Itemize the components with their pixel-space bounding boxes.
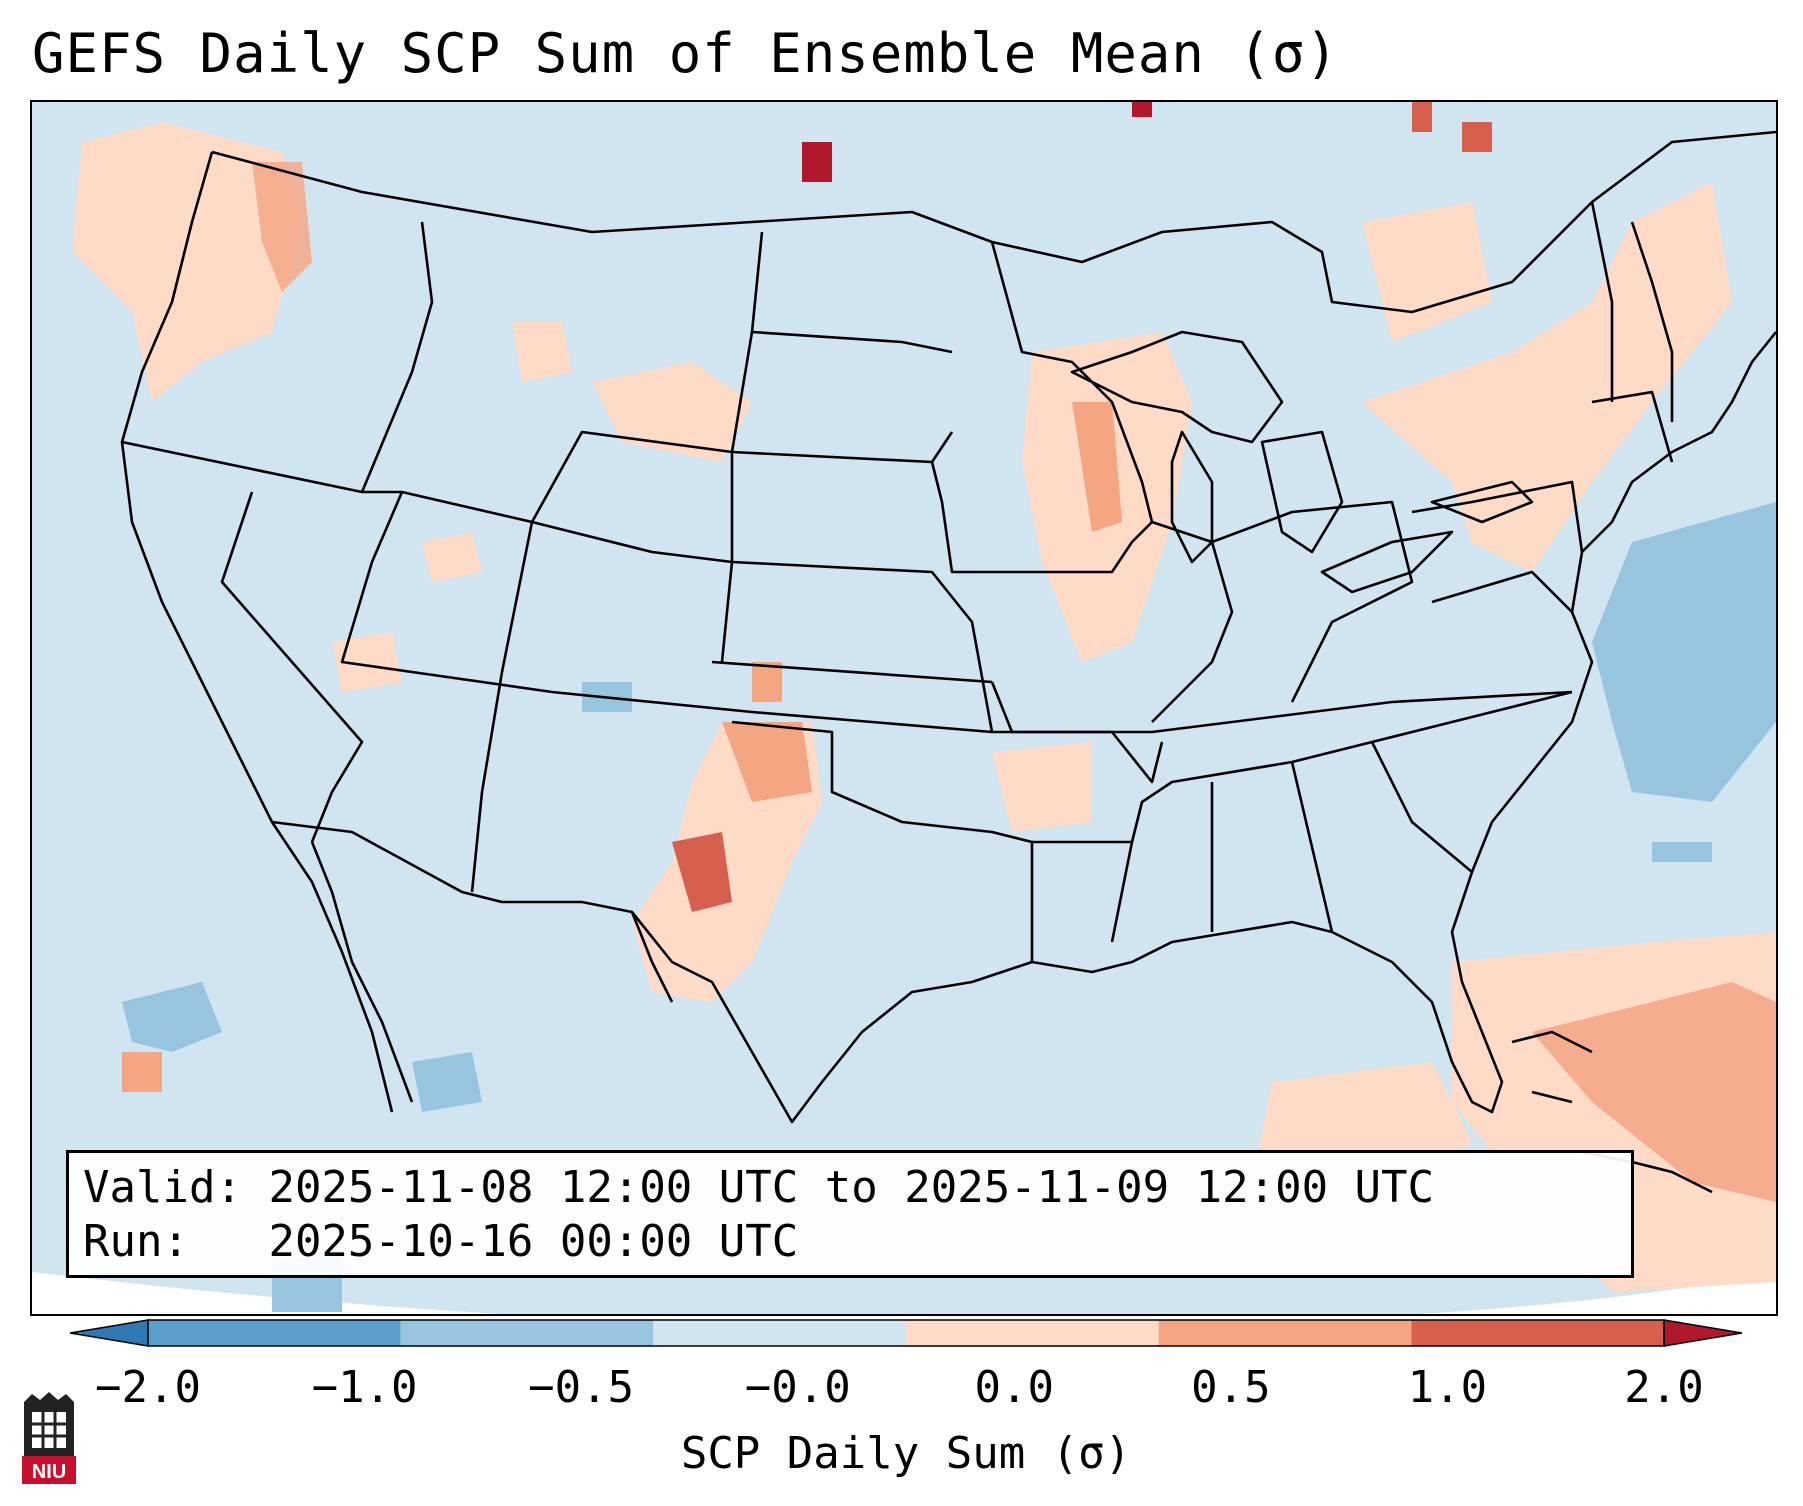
colorbar-segment [1411,1320,1664,1346]
niu-logo: NIU [22,1392,76,1484]
colorbar-tick-label: 0.0 [974,1362,1055,1413]
colorbar-tick-label: −1.0 [311,1362,418,1413]
map-title: GEFS Daily SCP Sum of Ensemble Mean (σ) [32,22,1339,85]
run-label: Run: [83,1216,189,1267]
colorbar-extend-high [1663,1319,1742,1347]
colorbar-tick-label: −2.0 [95,1362,201,1413]
colorbar-segment [400,1320,654,1346]
colorbar-tick-label: 2.0 [1624,1362,1704,1413]
run-line: Run: 2025-10-16 00:00 UTC [83,1215,1631,1269]
colorbar-segment [906,1320,1159,1346]
map-canvas [32,102,1776,1314]
colorbar-tick-label: 0.5 [1191,1362,1271,1413]
valid-label: Valid: [83,1162,242,1213]
colorbar-segment [1158,1320,1412,1346]
colorbar-tick-label: 1.0 [1407,1362,1488,1413]
niu-logo-banner [22,1456,76,1484]
valid-line: Valid: 2025-11-08 12:00 UTC to 2025-11-0… [83,1161,1631,1215]
valid-run-info-box: Valid: 2025-11-08 12:00 UTC to 2025-11-0… [66,1150,1634,1278]
colorbar-tick-label: −0.0 [744,1362,851,1413]
colorbar-tick-label: −0.5 [528,1362,635,1413]
colorbar-label: SCP Daily Sum (σ) [680,1428,1132,1479]
colorbar-segment [653,1320,906,1346]
domain-edge [32,1272,1776,1314]
colorbar-extend-low [70,1319,149,1347]
colorbar-segment [148,1320,401,1346]
colorbar [70,1319,1742,1347]
map-panel [30,100,1778,1316]
run-value: 2025-10-16 00:00 UTC [268,1216,799,1267]
state-borders [120,130,1776,1194]
niu-logo-window [32,1412,66,1448]
niu-logo-text: NIU [32,1461,66,1483]
valid-value: 2025-11-08 12:00 UTC to 2025-11-09 12:00… [268,1162,1435,1213]
